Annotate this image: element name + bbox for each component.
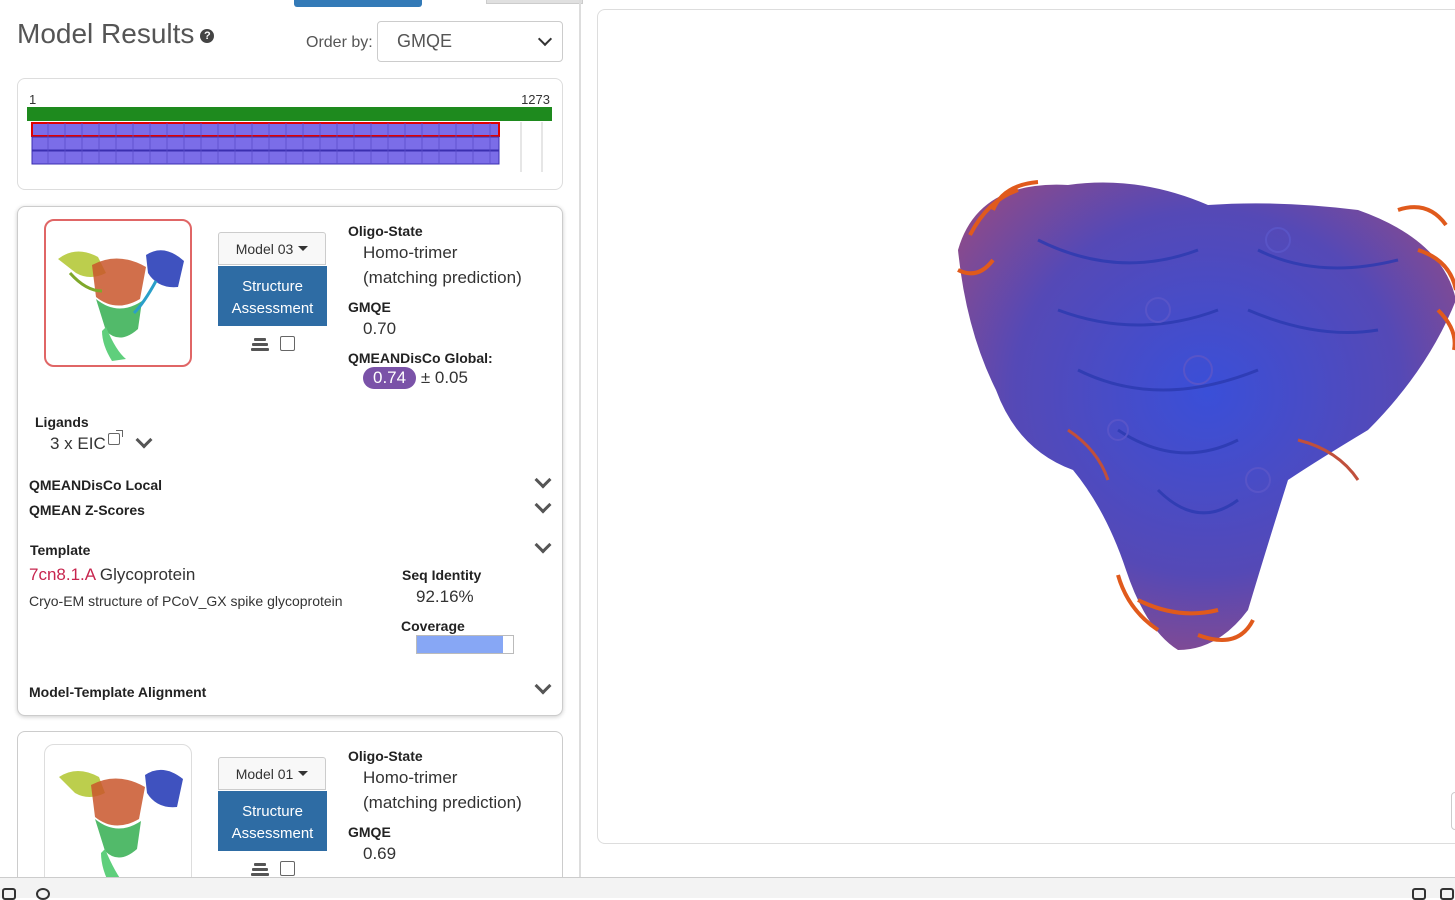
page-title-text: Model Results xyxy=(17,18,195,49)
template-description: Cryo-EM structure of PCoV_GX spike glyco… xyxy=(29,593,343,609)
toolbar-icon[interactable] xyxy=(2,888,16,900)
model-card[interactable]: Model 01 Structure Assessment Oligo-Stat… xyxy=(17,731,563,894)
chevron-down-icon xyxy=(534,536,552,554)
model-label: Model 01 xyxy=(235,765,294,782)
order-by-value: GMQE xyxy=(397,31,453,51)
qmean-global-label: QMEANDisCo Global: xyxy=(348,350,493,366)
ligands-label: Ligands xyxy=(35,414,89,430)
chevron-down-icon xyxy=(534,677,552,695)
qmean-local-expand[interactable] xyxy=(534,471,552,489)
caret-down-icon xyxy=(298,246,309,251)
gmqe-label: GMQE xyxy=(348,824,391,840)
gmqe-label: GMQE xyxy=(348,299,391,315)
chevron-down-icon xyxy=(534,496,552,514)
coverage-label: Coverage xyxy=(401,618,465,634)
ligands-expand[interactable] xyxy=(135,431,153,449)
model-card[interactable]: Model 03 Structure Assessment Oligo-Stat… xyxy=(17,206,563,716)
qmean-z-expand[interactable] xyxy=(534,496,552,514)
chevron-down-icon xyxy=(537,31,553,47)
template-label: Template xyxy=(30,542,91,558)
question-circle-icon[interactable]: ? xyxy=(200,28,215,43)
structure-3d-viewer[interactable] xyxy=(597,9,1455,844)
chevron-down-icon xyxy=(534,471,552,489)
template-expand[interactable] xyxy=(534,536,552,554)
target-sequence-bar xyxy=(27,107,552,121)
structure-assessment-line2: Assessment xyxy=(231,825,314,842)
protein-thumbnail-icon xyxy=(59,769,183,887)
oligo-state-value: Homo-trimer xyxy=(363,243,458,262)
select-model-checkbox[interactable] xyxy=(280,336,295,351)
oligo-state-label: Oligo-State xyxy=(348,748,423,764)
model-select-dropdown[interactable]: Model 01 xyxy=(218,757,326,790)
model-thumbnail[interactable] xyxy=(44,744,192,894)
layers-icon[interactable] xyxy=(251,863,269,879)
model-select-dropdown[interactable]: Model 03 xyxy=(218,232,326,265)
structure-assessment-line2: Assessment xyxy=(231,300,314,317)
caret-down-icon xyxy=(298,771,309,776)
select-model-checkbox[interactable] xyxy=(280,861,295,876)
template-track-1[interactable] xyxy=(31,122,500,137)
panel-divider[interactable] xyxy=(579,0,581,877)
structure-assessment-line1: Structure xyxy=(242,803,303,820)
model-label: Model 03 xyxy=(235,240,294,257)
model-thumbnail[interactable] xyxy=(44,219,192,367)
chevron-down-icon xyxy=(135,431,153,449)
gmqe-value: 0.70 xyxy=(363,319,397,338)
viewer-side-handle[interactable] xyxy=(1451,792,1455,830)
structure-assessment-line1: Structure xyxy=(242,278,303,295)
seq-identity-label: Seq Identity xyxy=(402,567,482,583)
oligo-state-note: (matching prediction) xyxy=(363,793,522,812)
protein-thumbnail-icon xyxy=(58,250,184,361)
ligands-value: 3 x EIC xyxy=(50,430,123,454)
template-tracks[interactable] xyxy=(31,122,543,172)
alignment-label[interactable]: Model-Template Alignment xyxy=(29,684,207,700)
overview-range-end: 1273 xyxy=(521,92,550,107)
qmean-local-label[interactable]: QMEANDisCo Local xyxy=(29,477,163,493)
camera-icon[interactable] xyxy=(1412,888,1426,900)
protein-structure-render[interactable] xyxy=(598,10,1455,844)
structure-assessment-button[interactable]: Structure Assessment xyxy=(218,791,327,851)
status-bar xyxy=(0,877,1455,900)
template-track-2[interactable] xyxy=(31,136,500,151)
qmean-z-label[interactable]: QMEAN Z-Scores xyxy=(29,502,145,518)
order-by-select[interactable]: GMQE xyxy=(377,21,563,62)
template-id-link[interactable]: 7cn8.1.A xyxy=(29,565,96,584)
template-title: 7cn8.1.A Glycoprotein xyxy=(29,565,195,585)
oligo-state-value: Homo-trimer xyxy=(363,768,458,787)
settings-icon[interactable] xyxy=(1440,888,1454,900)
layers-icon[interactable] xyxy=(251,338,269,354)
oligo-state-note: (matching prediction) xyxy=(363,268,522,287)
structure-assessment-button[interactable]: Structure Assessment xyxy=(218,266,327,326)
alignment-expand[interactable] xyxy=(534,677,552,695)
template-track-3[interactable] xyxy=(31,150,500,165)
qmean-global-value: 0.74 ± 0.05 xyxy=(363,367,468,389)
external-link-icon[interactable] xyxy=(107,430,123,445)
gmqe-value: 0.69 xyxy=(363,844,397,863)
top-tab-active[interactable] xyxy=(294,0,422,7)
qmean-score-badge: 0.74 xyxy=(363,367,417,389)
overview-range-start: 1 xyxy=(29,92,37,107)
page-title: Model Results? xyxy=(17,18,215,50)
coverage-bar xyxy=(416,635,514,654)
oligo-state-label: Oligo-State xyxy=(348,223,423,239)
template-name: Glycoprotein xyxy=(99,565,196,584)
coverage-bar-fill xyxy=(417,636,504,653)
seq-identity-value: 92.16% xyxy=(416,587,474,606)
order-by-label: Order by: xyxy=(306,34,373,51)
qmean-error: ± 0.05 xyxy=(420,368,468,387)
top-tab[interactable] xyxy=(486,0,583,4)
ligand-link[interactable]: 3 x EIC xyxy=(50,434,106,453)
sequence-coverage-overview: 1 1273 xyxy=(17,78,563,190)
globe-icon[interactable] xyxy=(36,888,50,900)
overview-track[interactable] xyxy=(26,106,556,172)
